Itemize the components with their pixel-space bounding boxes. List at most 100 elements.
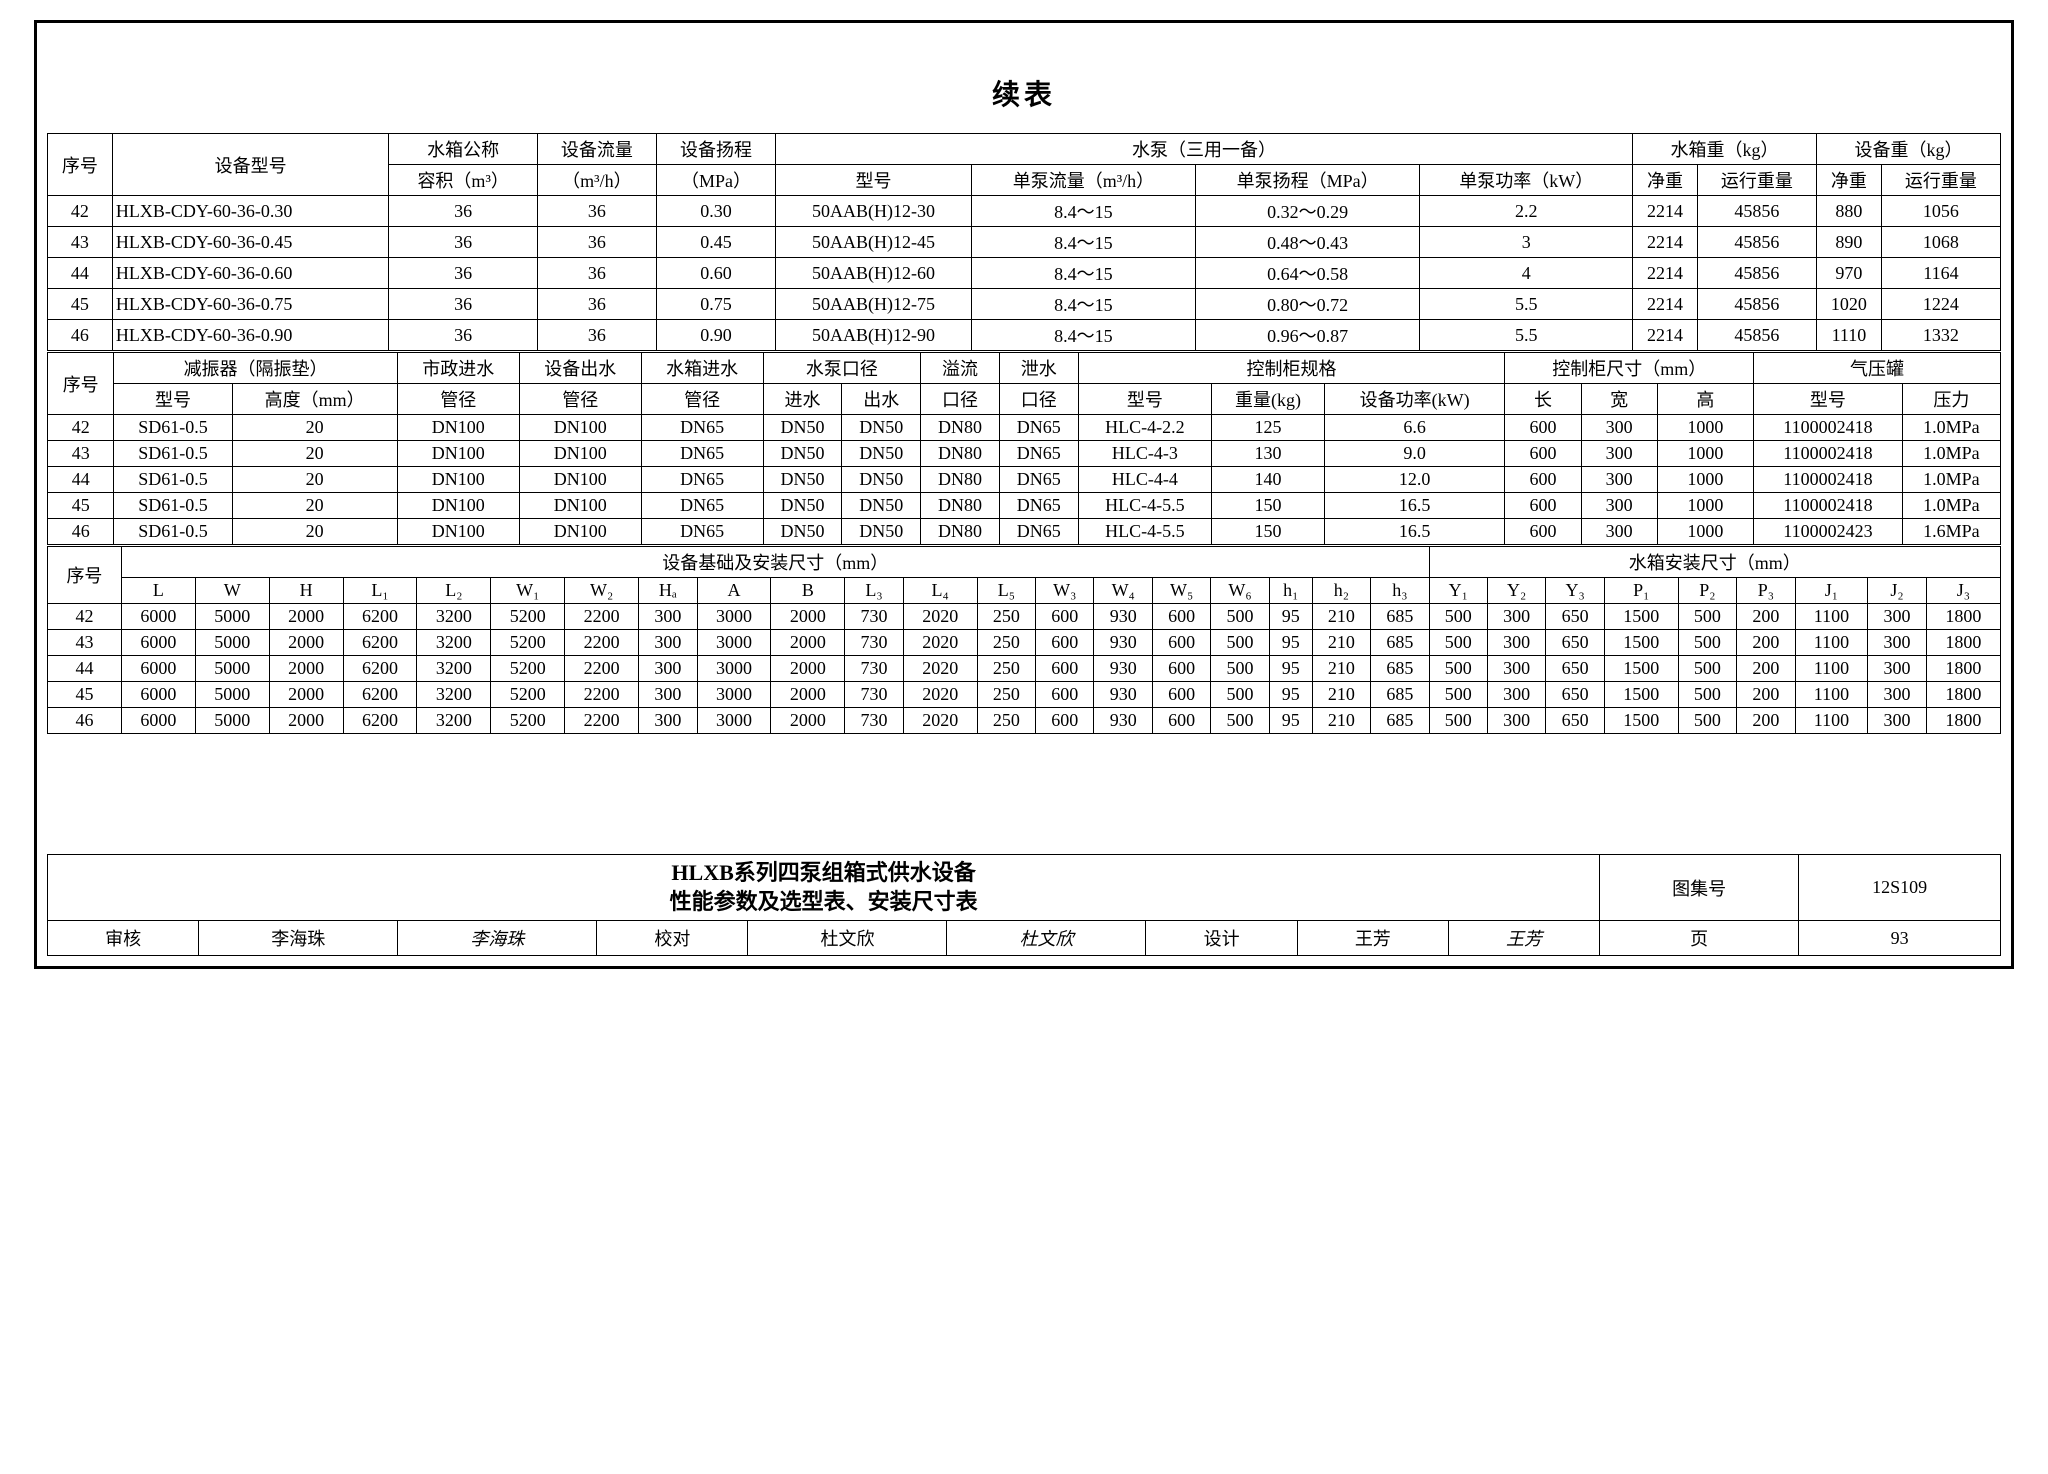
table-cell: 500 xyxy=(1678,630,1736,656)
table-cell: 2200 xyxy=(565,708,639,734)
table-cell: 730 xyxy=(845,708,903,734)
table-cell: DN50 xyxy=(763,519,842,545)
t2-h-pipe2: 管径 xyxy=(519,384,641,415)
table-cell: 43 xyxy=(48,441,114,467)
table-cell: 140 xyxy=(1212,467,1325,493)
table-cell: 210 xyxy=(1312,656,1370,682)
table-cell: 2020 xyxy=(903,708,977,734)
table-cell: 2214 xyxy=(1633,196,1698,227)
footer-title-2: 性能参数及选型表、安装尺寸表 xyxy=(670,889,978,914)
table-cell: 5200 xyxy=(491,630,565,656)
table-cell: 3000 xyxy=(697,682,771,708)
table-cell: 300 xyxy=(1581,519,1657,545)
t1-h-tankwt: 水箱重（kg） xyxy=(1633,134,1817,165)
table-cell: HLC-4-3 xyxy=(1078,441,1212,467)
table-cell: 2000 xyxy=(771,656,845,682)
table-cell: 6000 xyxy=(121,604,195,630)
table-cell: 1000 xyxy=(1657,519,1753,545)
designer: 王芳 xyxy=(1297,921,1448,956)
table-cell: 2000 xyxy=(771,708,845,734)
table-cell: 2000 xyxy=(269,630,343,656)
reviewer-sig: 李海珠 xyxy=(398,921,597,956)
table-cell: 3200 xyxy=(417,656,491,682)
table-cell: 36 xyxy=(389,227,537,258)
table-cell: 1224 xyxy=(1881,289,2000,320)
t1-h-seq: 序号 xyxy=(48,134,113,196)
table-cell: 42 xyxy=(48,196,113,227)
table-cell: 2000 xyxy=(771,604,845,630)
table-cell: 685 xyxy=(1371,708,1429,734)
table-cell: 300 xyxy=(1487,708,1545,734)
table-col-header: W xyxy=(195,578,269,604)
table-cell: 300 xyxy=(639,604,697,630)
table-cell: 300 xyxy=(1581,441,1657,467)
table-cell: 20 xyxy=(232,415,397,441)
table-cell: 1800 xyxy=(1926,656,2000,682)
table-cell: 1100 xyxy=(1795,630,1868,656)
table-cell: 0.45 xyxy=(656,227,775,258)
table-cell: DN100 xyxy=(397,493,519,519)
table-cell: 1020 xyxy=(1816,289,1881,320)
table-cell: 6200 xyxy=(343,604,417,630)
table-cell: 730 xyxy=(845,630,903,656)
table-cell: DN65 xyxy=(641,441,763,467)
table-cell: 2.2 xyxy=(1420,196,1633,227)
table-cell: 3 xyxy=(1420,227,1633,258)
table-cell: DN65 xyxy=(999,467,1078,493)
table-col-header: W₂ xyxy=(565,578,639,604)
table-cell: 685 xyxy=(1371,656,1429,682)
table-cell: 3000 xyxy=(697,708,771,734)
table-cell: 500 xyxy=(1211,656,1269,682)
table-cell: 600 xyxy=(1152,630,1210,656)
table-cell: 200 xyxy=(1737,708,1795,734)
table-cell: 500 xyxy=(1429,604,1487,630)
table-cell: 50AAB(H)12-60 xyxy=(776,258,972,289)
table-cell: HLXB-CDY-60-36-0.75 xyxy=(112,289,389,320)
table-cell: 300 xyxy=(1581,415,1657,441)
table-cell: 1500 xyxy=(1604,708,1678,734)
table-cell: 1000 xyxy=(1657,441,1753,467)
table-cell: 2000 xyxy=(269,708,343,734)
table-3: 序号 设备基础及安装尺寸（mm） 水箱安装尺寸（mm） LWHL₁L₂W₁W₂H… xyxy=(47,544,2001,734)
table-cell: 2200 xyxy=(565,630,639,656)
table-cell: 3200 xyxy=(417,630,491,656)
table-cell: 5200 xyxy=(491,656,565,682)
t2-h-muni: 市政进水 xyxy=(397,352,519,384)
table-cell: 8.4～15 xyxy=(972,289,1196,320)
table-cell: 1100002423 xyxy=(1754,519,1903,545)
table-cell: DN65 xyxy=(999,441,1078,467)
table-cell: 20 xyxy=(232,493,397,519)
table-cell: 500 xyxy=(1211,604,1269,630)
table-col-header: A xyxy=(697,578,771,604)
table-cell: 930 xyxy=(1094,604,1152,630)
table-cell: 650 xyxy=(1546,656,1604,682)
table-cell: DN100 xyxy=(519,415,641,441)
table-cell: 36 xyxy=(537,196,656,227)
review-label: 审核 xyxy=(48,921,199,956)
table-cell: 20 xyxy=(232,441,397,467)
table-cell: 210 xyxy=(1312,708,1370,734)
table-col-header: L xyxy=(121,578,195,604)
table-col-header: W₃ xyxy=(1036,578,1094,604)
table-cell: 50AAB(H)12-75 xyxy=(776,289,972,320)
table-cell: SD61-0.5 xyxy=(114,467,232,493)
designer-sig: 王芳 xyxy=(1448,921,1599,956)
table-cell: 600 xyxy=(1152,708,1210,734)
table-cell: 500 xyxy=(1211,682,1269,708)
table-cell: 36 xyxy=(537,258,656,289)
table-cell: DN80 xyxy=(921,519,1000,545)
table-cell: 250 xyxy=(977,682,1035,708)
table-col-header: L₃ xyxy=(845,578,903,604)
table-cell: 500 xyxy=(1429,708,1487,734)
footer-title: HLXB系列四泵组箱式供水设备 性能参数及选型表、安装尺寸表 xyxy=(48,855,1600,921)
t2-h-in: 进水 xyxy=(763,384,842,415)
table-col-header: L₅ xyxy=(977,578,1035,604)
table-cell: 2000 xyxy=(269,682,343,708)
table-cell: 300 xyxy=(639,656,697,682)
table-cell: 3200 xyxy=(417,604,491,630)
table-cell: 20 xyxy=(232,519,397,545)
table-cell: 8.4～15 xyxy=(972,196,1196,227)
table-cell: 250 xyxy=(977,708,1035,734)
table-cell: 600 xyxy=(1505,441,1581,467)
table-cell: 44 xyxy=(48,467,114,493)
